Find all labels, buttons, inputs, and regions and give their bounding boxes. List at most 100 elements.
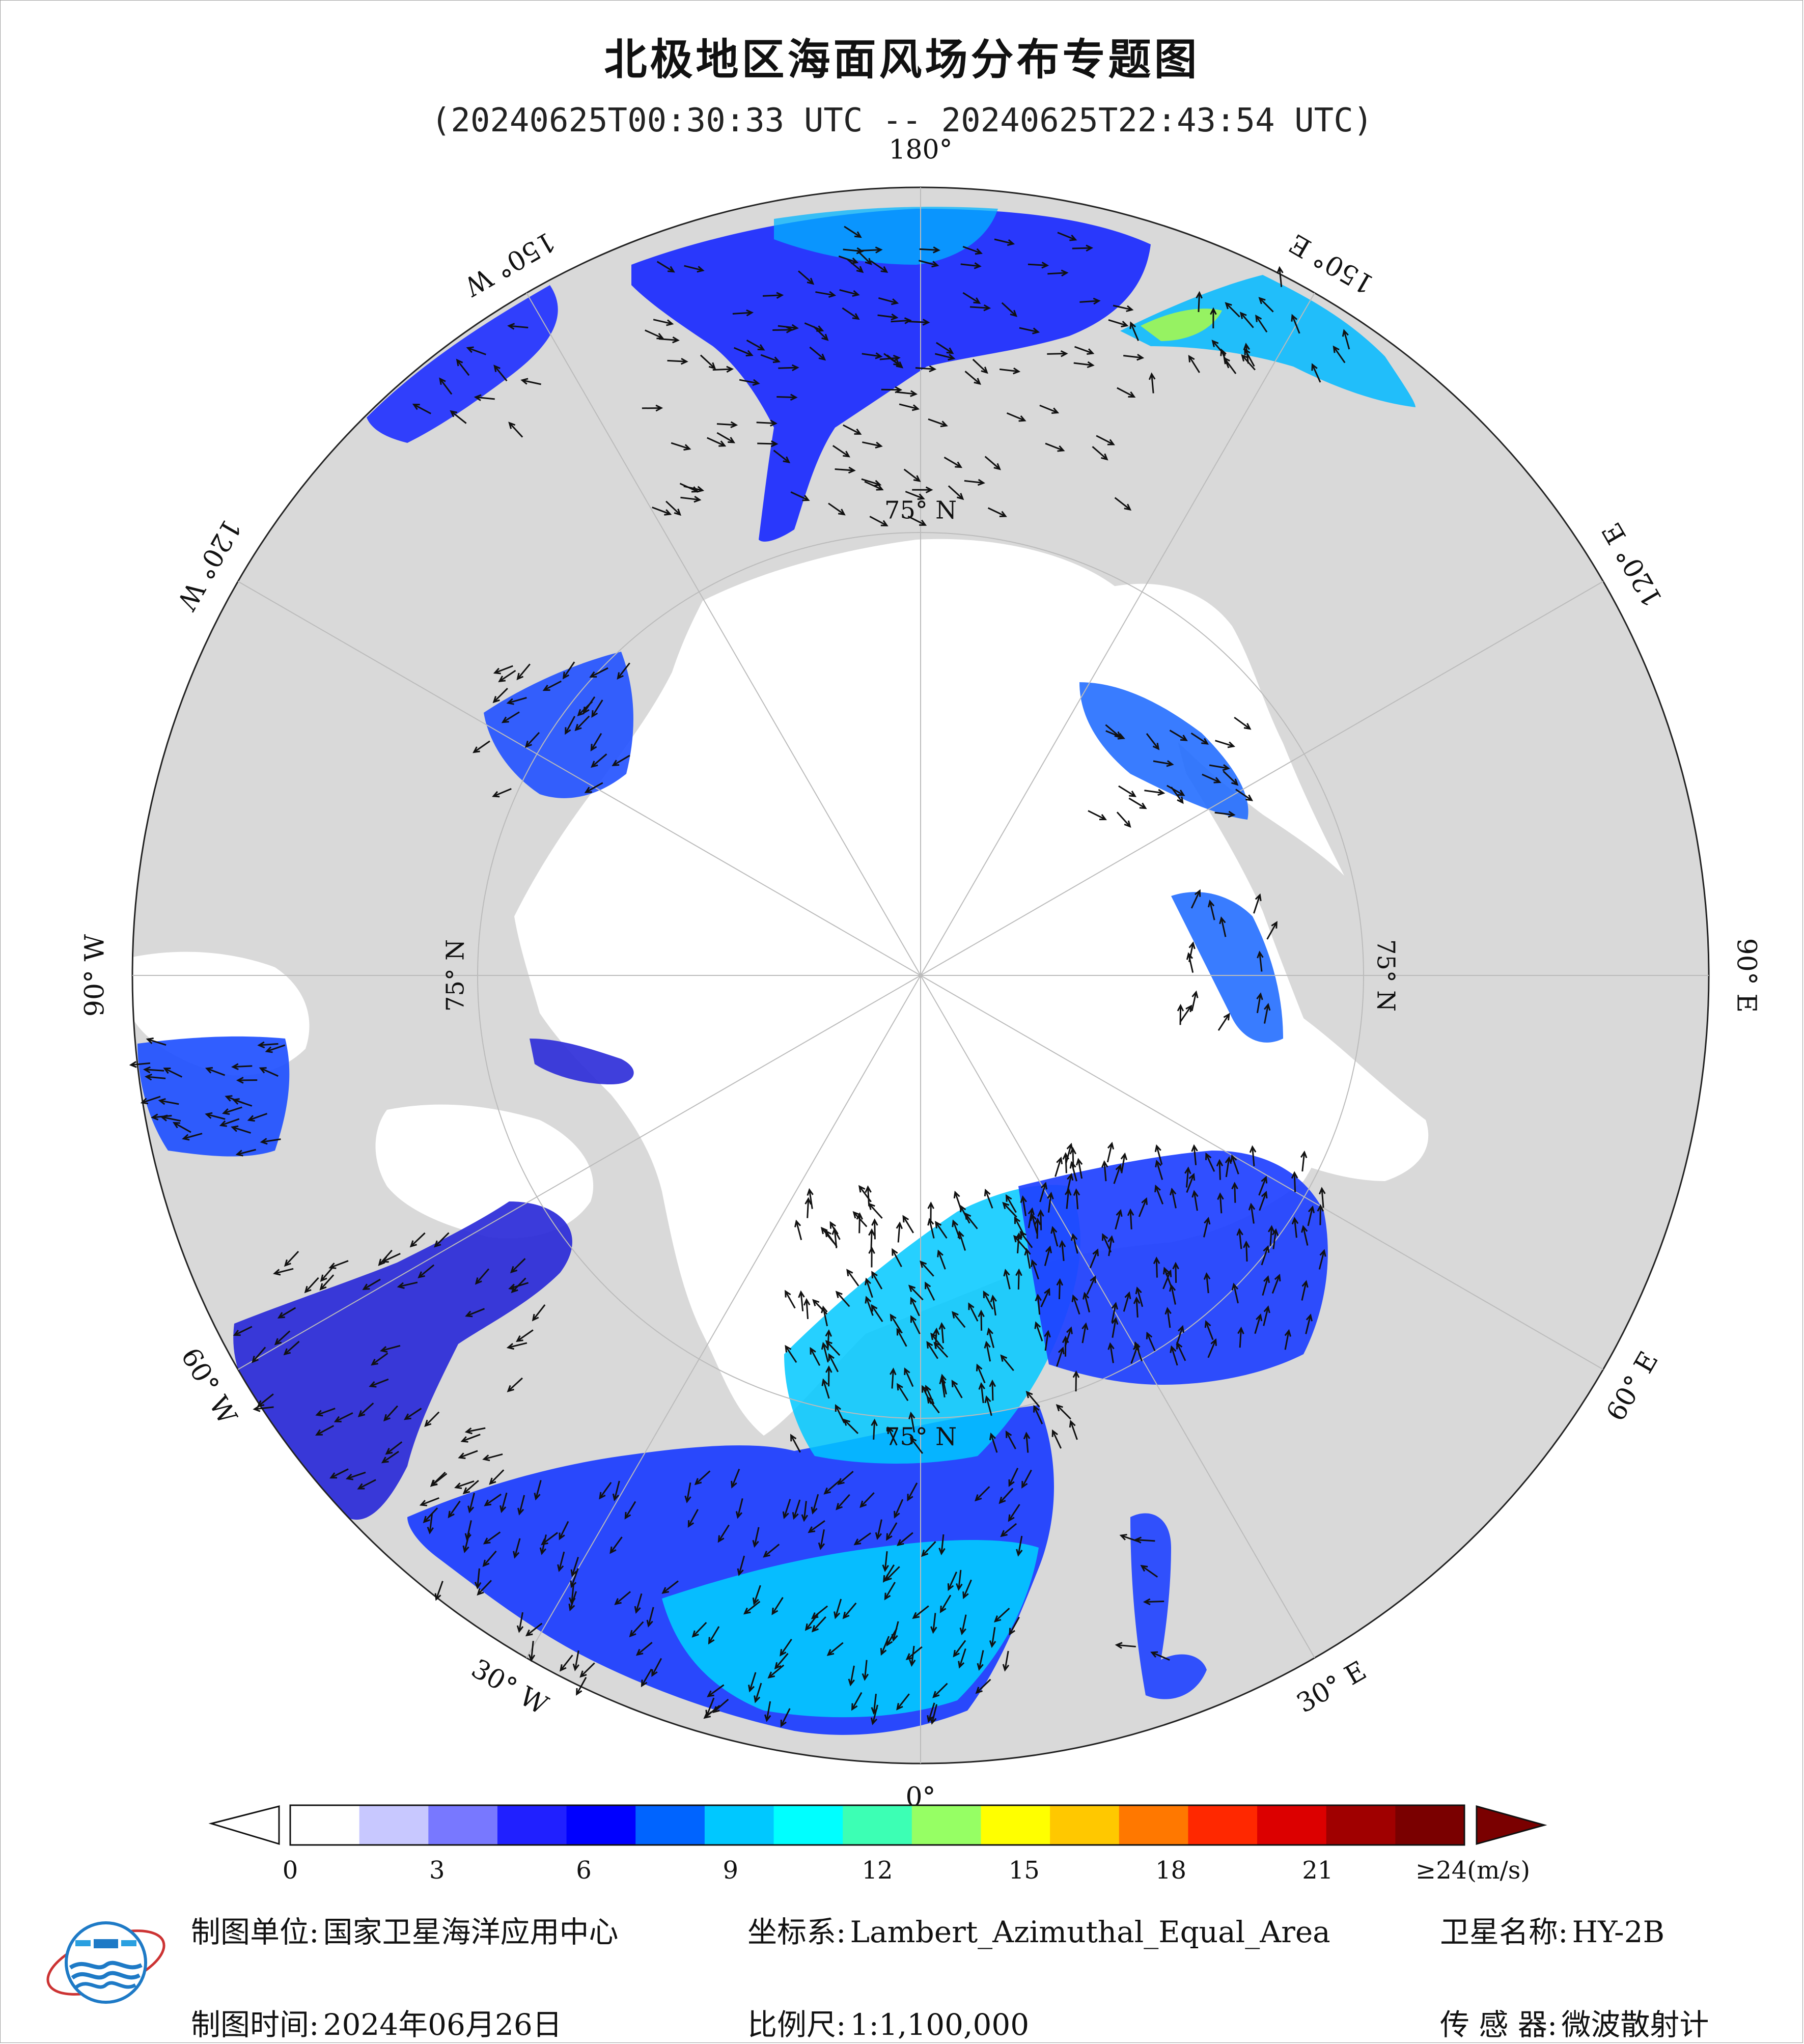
wind-arrowhead bbox=[225, 1095, 233, 1102]
wind-arrow bbox=[1009, 1616, 1020, 1635]
wind-arrowhead bbox=[990, 1295, 997, 1303]
wind-arrowhead bbox=[1019, 1230, 1026, 1239]
wind-arrowhead bbox=[1185, 1004, 1192, 1013]
wind-arrow bbox=[929, 1219, 935, 1239]
wind-arrowhead bbox=[1062, 1152, 1070, 1160]
wind-arrow bbox=[233, 1065, 253, 1068]
wind-arrow bbox=[806, 1299, 809, 1320]
wind-arrowhead bbox=[843, 451, 850, 458]
wind-arrow bbox=[834, 1228, 838, 1248]
colorbar-segment bbox=[911, 1805, 982, 1845]
wind-arrowhead bbox=[231, 1063, 239, 1070]
wind-arrowhead bbox=[493, 365, 501, 372]
wind-arrow bbox=[827, 1642, 844, 1656]
colorbar-tick: 21 bbox=[1302, 1856, 1333, 1885]
wind-arrowhead bbox=[140, 1098, 149, 1105]
wind-arrow bbox=[1072, 1296, 1080, 1315]
wind-arrow bbox=[828, 502, 845, 515]
wind-arrowhead bbox=[477, 1588, 484, 1596]
wind-arrowhead bbox=[510, 1266, 518, 1274]
wind-arrowhead bbox=[1127, 1208, 1134, 1216]
wind-arrow bbox=[843, 248, 863, 253]
wind-arrowhead bbox=[826, 1649, 835, 1656]
wind-arrowhead bbox=[1191, 990, 1199, 998]
wind-arrowhead bbox=[977, 479, 985, 486]
wind-arrow bbox=[952, 1311, 966, 1328]
wind-arrow bbox=[907, 515, 926, 526]
wind-arrowhead bbox=[746, 309, 754, 317]
wind-arrow bbox=[1130, 1345, 1139, 1364]
wind-arrow bbox=[1302, 1226, 1309, 1246]
wind-arrowhead bbox=[1115, 1642, 1123, 1649]
wind-arrow bbox=[363, 1278, 381, 1290]
wind-arrowhead bbox=[1205, 1152, 1212, 1160]
wind-arrow bbox=[1146, 1333, 1156, 1352]
wind-arrowhead bbox=[1164, 1307, 1172, 1315]
wind-arrowhead bbox=[929, 365, 937, 373]
wind-arrow bbox=[776, 396, 796, 399]
wind-arrowhead bbox=[1274, 1273, 1281, 1282]
agency-logo bbox=[46, 1921, 165, 2004]
wind-arrow bbox=[590, 667, 608, 678]
wind-arrow bbox=[869, 516, 887, 526]
wind-arrowhead bbox=[821, 333, 829, 341]
wind-arrow bbox=[1114, 497, 1131, 511]
wind-arrowhead bbox=[718, 440, 727, 447]
date-label: 制图时间: bbox=[191, 2007, 319, 2042]
wind-arrow bbox=[962, 246, 982, 254]
wind-arrowhead bbox=[259, 1067, 267, 1074]
wind-arrow bbox=[744, 1601, 761, 1614]
wind-arrow bbox=[1263, 1004, 1269, 1024]
wind-arrowhead bbox=[859, 1500, 867, 1508]
wind-arrow bbox=[484, 1531, 501, 1544]
wind-arrowhead bbox=[1111, 1317, 1119, 1325]
wind-arrowhead bbox=[329, 1472, 338, 1479]
wind-arrowhead bbox=[483, 1537, 491, 1545]
wind-arrow bbox=[994, 238, 1014, 245]
wind-arrowhead bbox=[253, 1405, 261, 1412]
wind-arrow bbox=[1212, 340, 1226, 356]
wind-arrow bbox=[1245, 1242, 1248, 1262]
wind-arrowhead bbox=[890, 1367, 897, 1376]
wind-arrowhead bbox=[1271, 1228, 1279, 1236]
wind-arrowhead bbox=[962, 1591, 969, 1600]
wind-arrow bbox=[886, 1522, 898, 1540]
wind-arrow bbox=[936, 342, 953, 354]
wind-arrowhead bbox=[959, 1627, 966, 1636]
wind-arrowhead bbox=[1222, 764, 1230, 771]
wind-arrowhead bbox=[892, 1248, 898, 1256]
wind-arrowhead bbox=[1069, 1161, 1076, 1169]
wind-arrowhead bbox=[1018, 415, 1026, 422]
wind-arrow bbox=[864, 1660, 868, 1679]
wind-arrowhead bbox=[1051, 407, 1060, 414]
wind-arrow bbox=[1262, 1276, 1269, 1296]
wind-arrow bbox=[576, 1677, 587, 1695]
wind-arrow bbox=[873, 1420, 876, 1440]
wind-arrowhead bbox=[1213, 777, 1222, 783]
wind-arrow bbox=[872, 1704, 878, 1724]
wind-arrowhead bbox=[1231, 1282, 1238, 1291]
wind-arrowhead bbox=[798, 1290, 805, 1298]
wind-arrow bbox=[1088, 810, 1106, 820]
wind-arrow bbox=[821, 1227, 835, 1244]
wind-arrowhead bbox=[1129, 321, 1136, 329]
wind-arrowhead bbox=[1276, 266, 1284, 274]
wind-arrowhead bbox=[617, 672, 624, 680]
wind-arrowhead bbox=[1030, 1213, 1037, 1221]
wind-arrowhead bbox=[520, 378, 529, 385]
wind-arrow bbox=[1153, 760, 1173, 765]
wind-arrowhead bbox=[1249, 1145, 1257, 1153]
wind-arrow bbox=[879, 357, 899, 360]
wind-arrowhead bbox=[886, 1533, 893, 1541]
wind-arrowhead bbox=[933, 1341, 941, 1349]
wind-arrowhead bbox=[1124, 820, 1131, 828]
wind-arrowhead bbox=[508, 422, 516, 429]
wind-swath-laptev bbox=[1171, 892, 1283, 1043]
wind-arrow bbox=[1259, 297, 1274, 313]
wind-arrow bbox=[1190, 732, 1208, 745]
wind-arrow bbox=[1176, 1342, 1186, 1361]
wind-arrow bbox=[1193, 1191, 1198, 1211]
wind-arrow bbox=[785, 1346, 797, 1363]
wind-arrowhead bbox=[565, 727, 571, 735]
wind-arrowhead bbox=[1241, 354, 1248, 362]
